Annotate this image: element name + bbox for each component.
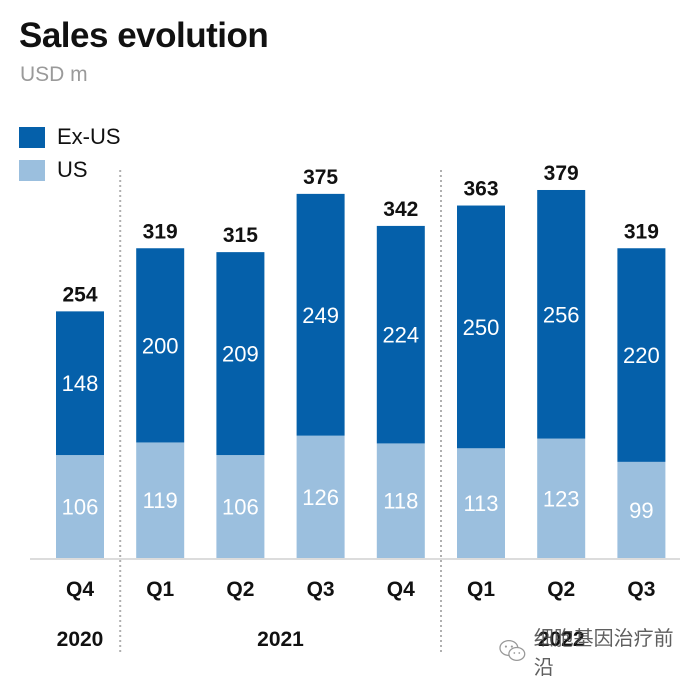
legend-swatch-ex-us — [19, 126, 45, 148]
data-label-us: 123 — [543, 486, 580, 511]
bar-ex-us — [376, 225, 425, 444]
data-label-total: 319 — [624, 220, 659, 243]
data-label-total: 363 — [463, 178, 498, 201]
data-label-ex-us: 224 — [382, 323, 419, 348]
bar-ex-us — [617, 248, 666, 462]
data-label-us: 119 — [143, 488, 178, 513]
year-label: 2020 — [57, 628, 104, 651]
data-label-total: 375 — [303, 166, 338, 189]
legend-label-ex-us: Ex-US — [57, 124, 121, 149]
bar-ex-us — [457, 205, 505, 449]
bar-us — [136, 442, 185, 558]
bar-us — [457, 448, 505, 558]
bar-us — [296, 435, 345, 558]
wechat-icon — [499, 639, 526, 662]
bar-us — [56, 455, 104, 558]
legend-item-ex-us: Ex-US — [19, 124, 121, 149]
bar-ex-us — [537, 189, 586, 439]
x-tick-label: Q3 — [627, 578, 655, 601]
data-label-ex-us: 148 — [62, 371, 99, 396]
bar-ex-us — [136, 248, 185, 443]
data-label-total: 315 — [223, 224, 258, 247]
x-tick-label: Q1 — [467, 578, 495, 601]
bar-us — [216, 455, 265, 558]
data-label-ex-us: 256 — [543, 302, 580, 327]
bar-ex-us — [56, 311, 104, 456]
data-label-us: 99 — [629, 498, 653, 523]
year-label: 2021 — [257, 628, 304, 651]
data-label-total: 379 — [544, 162, 579, 185]
data-label-ex-us: 250 — [463, 315, 500, 340]
data-label-total: 342 — [383, 198, 418, 221]
bar-ex-us — [216, 252, 265, 456]
legend-label-us: US — [57, 157, 88, 182]
data-label-ex-us: 249 — [302, 303, 339, 328]
legend-swatch-us — [19, 159, 45, 181]
data-label-total: 254 — [62, 283, 97, 306]
bar-us — [617, 461, 666, 558]
watermark: 细胞基因治疗前沿 — [498, 622, 692, 680]
x-tick-label: Q2 — [226, 578, 254, 601]
data-label-us: 113 — [463, 491, 498, 516]
data-label-us: 106 — [62, 495, 99, 520]
x-tick-label: Q2 — [547, 578, 575, 601]
bar-ex-us — [296, 193, 345, 436]
chart-title: Sales evolution — [19, 16, 269, 55]
x-tick-label: Q4 — [66, 578, 94, 601]
data-label-us: 126 — [302, 485, 339, 510]
legend-item-us: US — [19, 157, 88, 182]
watermark-text: 细胞基因治疗前沿 — [533, 626, 674, 679]
data-label-total: 319 — [143, 220, 178, 243]
x-tick-label: Q4 — [387, 578, 415, 601]
chart-subtitle: USD m — [20, 63, 88, 86]
x-tick-label: Q1 — [146, 578, 174, 601]
year-label: 2022 — [538, 628, 585, 651]
data-label-ex-us: 209 — [222, 342, 259, 367]
data-label-us: 118 — [383, 489, 418, 514]
data-label-us: 106 — [222, 495, 259, 520]
data-label-ex-us: 200 — [142, 333, 179, 358]
bar-us — [376, 443, 425, 558]
bar-us — [537, 438, 586, 558]
data-label-ex-us: 220 — [623, 343, 660, 368]
x-tick-label: Q3 — [307, 578, 335, 601]
